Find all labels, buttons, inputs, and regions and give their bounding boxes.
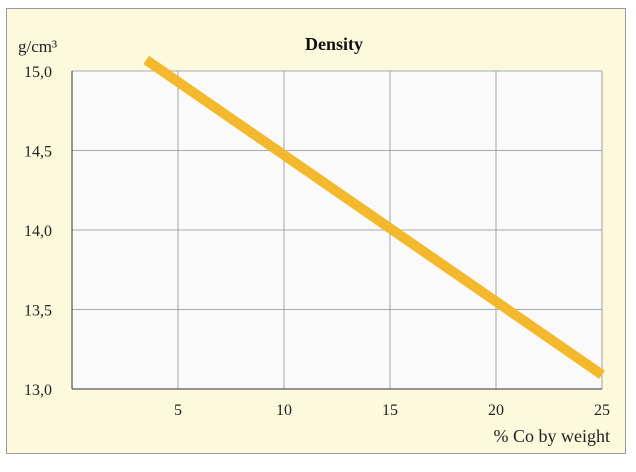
chart-title: Density bbox=[305, 34, 363, 54]
x-axis-label: % Co by weight bbox=[494, 426, 611, 446]
y-tick-label: 14,5 bbox=[24, 144, 52, 161]
density-line bbox=[143, 55, 605, 379]
x-tick-label: 20 bbox=[488, 402, 504, 419]
y-tick-labels: 13,0 13,5 14,0 14,5 15,0 bbox=[24, 64, 52, 399]
y-tick-label: 15,0 bbox=[24, 64, 52, 81]
x-tick-label: 5 bbox=[174, 402, 182, 419]
series bbox=[143, 55, 605, 379]
y-tick-label: 14,0 bbox=[24, 223, 52, 240]
x-tick-label: 10 bbox=[276, 402, 292, 419]
y-tick-label: 13,5 bbox=[24, 303, 52, 320]
axes bbox=[71, 71, 602, 390]
x-tick-label: 25 bbox=[594, 402, 610, 419]
y-axis-label: g/cm³ bbox=[18, 37, 57, 56]
y-tick-label: 13,0 bbox=[24, 382, 52, 399]
x-tick-labels: 5 10 15 20 25 bbox=[174, 402, 610, 419]
x-tick-label: 15 bbox=[382, 402, 398, 419]
